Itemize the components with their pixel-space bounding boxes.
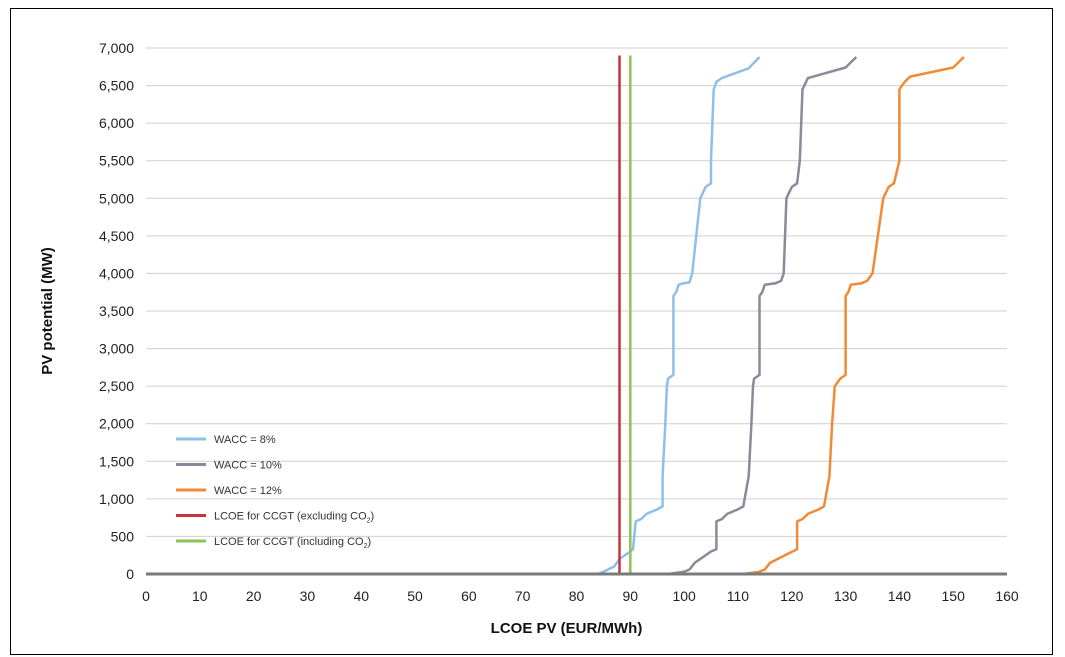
y-tick-label: 2,500 [99, 378, 134, 394]
x-tick-label: 90 [623, 588, 639, 604]
y-tick-label: 2,000 [99, 416, 134, 432]
x-axis-title: LCOE PV (EUR/MWh) [491, 620, 643, 637]
x-tick-label: 150 [942, 588, 966, 604]
y-tick-label: 3,000 [99, 341, 134, 357]
x-tick-labels: 0 10 20 30 40 50 60 70 80 90 100 110 120 130 140 150 160 [142, 588, 1019, 604]
chart-frame [10, 8, 1053, 655]
y-tick-label: 5,500 [99, 153, 134, 169]
y-tick-label: 1,000 [99, 491, 134, 507]
y-tick-label: 3,500 [99, 303, 134, 319]
x-tick-label: 30 [300, 588, 316, 604]
series-group [146, 55, 965, 576]
x-tick-label: 0 [142, 588, 150, 604]
x-tick-label: 130 [834, 588, 858, 604]
x-tick-label: 20 [246, 588, 262, 604]
y-tick-label: 4,000 [99, 265, 134, 281]
legend-label-3: WACC = 12% [214, 485, 282, 497]
legend-label-2: WACC = 10% [214, 460, 282, 472]
grid-lines [146, 47, 1007, 537]
y-tick-labels: 0 500 1,000 1,500 2,000 2,500 3,000 3,500 4,000 4… [99, 40, 134, 582]
x-tick-label: 40 [353, 588, 369, 604]
x-tick-label: 70 [515, 588, 531, 604]
series-line-2 [146, 56, 858, 576]
legend-label-5: LCOE for CCGT (including CO2) [214, 536, 371, 550]
y-tick-label: 500 [111, 528, 135, 544]
y-tick-label: 4,500 [99, 228, 134, 244]
y-tick-label: 1,500 [99, 453, 134, 469]
legend-label-1: WACC = 8% [214, 434, 276, 446]
x-tick-label: 120 [780, 588, 804, 604]
legend-label-4: LCOE for CCGT (excluding CO2) [214, 511, 374, 525]
x-tick-label: 160 [995, 588, 1019, 604]
y-axis-title: PV potential (MW) [39, 247, 56, 375]
y-tick-label: 0 [126, 566, 134, 582]
y-tick-label: 5,000 [99, 190, 134, 206]
x-tick-label: 140 [888, 588, 912, 604]
x-tick-label: 50 [407, 588, 423, 604]
y-tick-label: 6,000 [99, 115, 134, 131]
x-tick-label: 80 [569, 588, 585, 604]
legend: WACC = 8% WACC = 10% WACC = 12% LCOE for CC… [176, 434, 374, 550]
x-tick-label: 100 [672, 588, 696, 604]
y-tick-label: 6,500 [99, 78, 134, 94]
series-line-3 [146, 56, 965, 576]
x-tick-label: 110 [727, 588, 750, 604]
y-tick-label: 7,000 [99, 40, 134, 56]
x-tick-label: 10 [192, 588, 208, 604]
x-tick-label: 60 [461, 588, 477, 604]
